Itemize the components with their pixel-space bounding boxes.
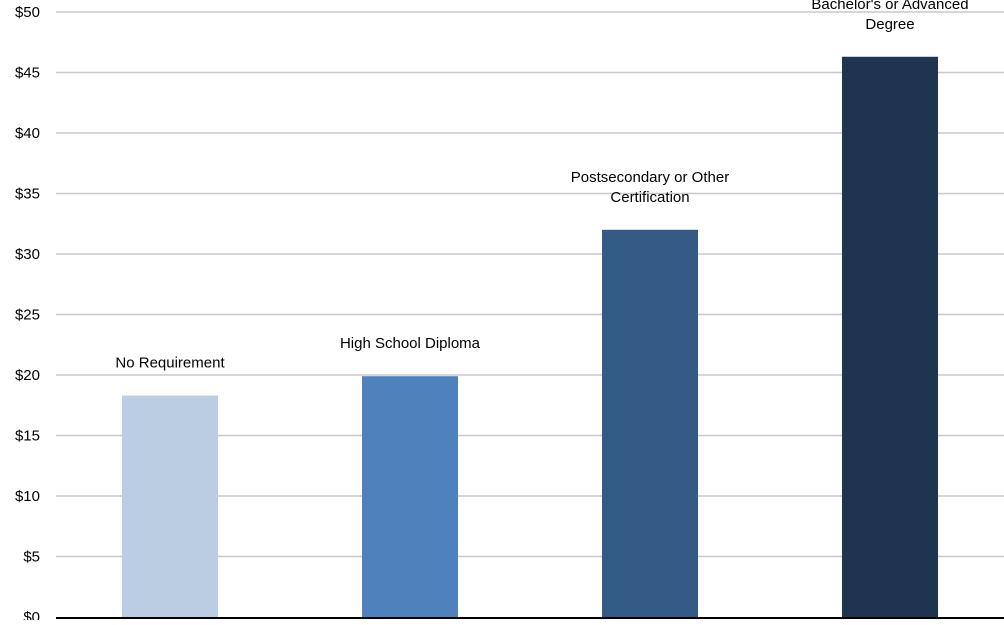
category-label-line: High School Diploma <box>340 335 481 352</box>
category-label-line: Certification <box>610 189 689 206</box>
category-label: Bachelor's or Advanced Degree <box>811 0 968 33</box>
category-label-line: Bachelor's or Advanced <box>811 0 968 13</box>
y-axis-ticks: $0 $5 $10 $15 $20 $25 $30 $35 $40 $45 $50 <box>15 4 40 625</box>
y-tick-label: $45 <box>15 65 40 82</box>
category-label-line: Degree <box>865 16 914 33</box>
y-tick-label: $15 <box>15 428 40 445</box>
bar <box>122 395 218 617</box>
y-tick-label: $10 <box>15 488 40 505</box>
y-tick-label: $30 <box>15 246 40 263</box>
category-label: Postsecondary or Other Certification <box>571 169 729 206</box>
bar <box>602 229 698 618</box>
y-tick-label: $5 <box>23 549 40 566</box>
category-label-line: No Requirement <box>115 355 225 372</box>
category-labels: No Requirement High School Diploma Postsec… <box>115 0 968 372</box>
category-label: High School Diploma <box>340 335 481 352</box>
bar <box>842 56 938 617</box>
category-label-line: Postsecondary or Other <box>571 169 729 186</box>
y-tick-label: $25 <box>15 307 40 324</box>
y-tick-label: $20 <box>15 367 40 384</box>
y-tick-label: $0 <box>23 609 40 620</box>
y-tick-label: $50 <box>15 4 40 21</box>
y-tick-label: $40 <box>15 125 40 142</box>
bars <box>122 56 938 618</box>
category-label: No Requirement <box>115 355 225 372</box>
bar <box>362 376 458 617</box>
y-tick-label: $35 <box>15 186 40 203</box>
